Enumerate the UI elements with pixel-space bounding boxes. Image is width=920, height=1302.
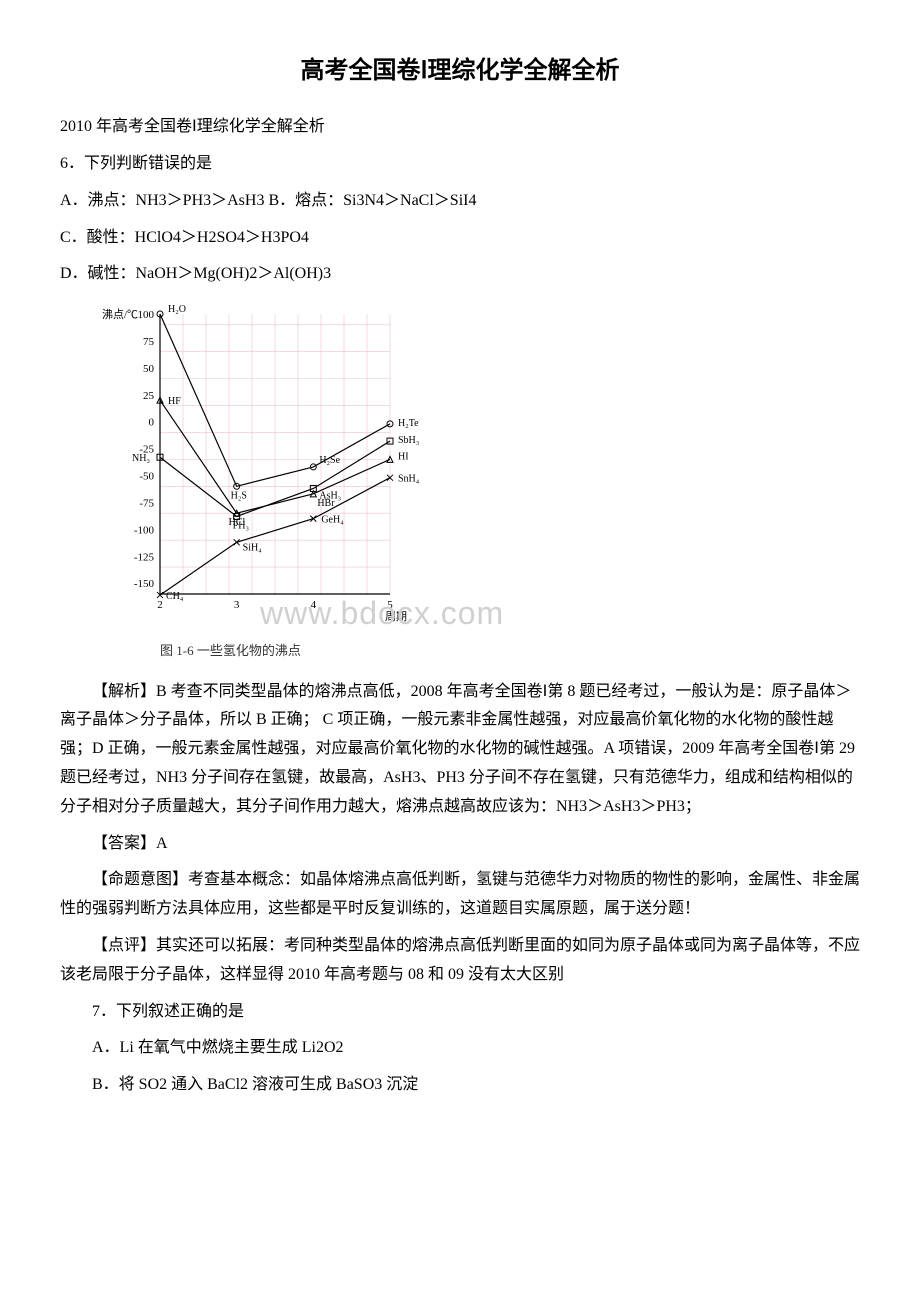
page-title: 高考全国卷Ⅰ理综化学全解全析 [60, 50, 860, 93]
subtitle: 2010 年高考全国卷Ⅰ理综化学全解全析 [60, 113, 860, 142]
svg-text:H₂Se: H₂Se [319, 455, 340, 466]
svg-text:AsH₃: AsH₃ [319, 491, 341, 502]
svg-text:-100: -100 [134, 525, 155, 537]
svg-text:GeH₄: GeH₄ [321, 515, 344, 526]
q6-stem: 6．下列判断错误的是 [60, 150, 860, 179]
svg-text:H₂S: H₂S [231, 490, 247, 501]
svg-text:75: 75 [143, 336, 155, 348]
q6-intent: 【命题意图】考查基本概念：如晶体熔沸点高低判断，氢键与范德华力对物质的物性的影响… [60, 866, 860, 924]
svg-text:H₂Te: H₂Te [398, 418, 419, 429]
svg-text:H₂O: H₂O [168, 304, 186, 315]
svg-text:2: 2 [157, 599, 163, 611]
svg-text:0: 0 [149, 417, 155, 429]
boiling-point-chart: 1007550250-25-50-75-100-125-150沸点/℃ 2345… [100, 304, 860, 662]
svg-text:-50: -50 [139, 471, 154, 483]
svg-text:5: 5 [387, 599, 393, 611]
svg-text:HF: HF [168, 396, 181, 407]
svg-text:NH₃: NH₃ [132, 453, 150, 464]
q7-opt-a: A．Li 在氧气中燃烧主要生成 Li2O2 [60, 1034, 860, 1063]
q6-opt-d: D．碱性：NaOH＞Mg(OH)2＞Al(OH)3 [60, 260, 860, 289]
svg-text:25: 25 [143, 390, 155, 402]
q7-stem: 7．下列叙述正确的是 [60, 998, 860, 1027]
svg-text:3: 3 [234, 599, 240, 611]
svg-text:SbH₃: SbH₃ [398, 435, 419, 446]
q6-opt-a: A．沸点：NH3＞PH3＞AsH3 B．熔点：Si3N4＞NaCl＞SiI4 [60, 187, 860, 216]
svg-text:周期: 周期 [385, 610, 407, 623]
q6-answer: 【答案】A [60, 830, 860, 859]
q6-comment: 【点评】其实还可以拓展：考同种类型晶体的熔沸点高低判断里面的如同为原子晶体或同为… [60, 932, 860, 990]
svg-text:CH₄: CH₄ [166, 591, 184, 602]
svg-text:沸点/℃: 沸点/℃ [102, 308, 138, 321]
svg-text:PH₃: PH₃ [233, 521, 249, 532]
chart-svg: 1007550250-25-50-75-100-125-150沸点/℃ 2345… [100, 304, 440, 634]
svg-text:4: 4 [311, 599, 317, 611]
svg-text:HI: HI [398, 452, 409, 463]
svg-text:SnH₄: SnH₄ [398, 474, 420, 485]
svg-text:SiH₄: SiH₄ [243, 542, 263, 553]
svg-text:-125: -125 [134, 551, 155, 563]
q6-opt-c: C．酸性：HClO4＞H2SO4＞H3PO4 [60, 224, 860, 253]
chart-caption: 图 1-6 一些氢化物的沸点 [160, 639, 860, 662]
svg-text:100: 100 [138, 309, 155, 321]
svg-text:50: 50 [143, 363, 155, 375]
svg-text:-75: -75 [139, 498, 154, 510]
q6-analysis: 【解析】B 考查不同类型晶体的熔沸点高低，2008 年高考全国卷Ⅰ第 8 题已经… [60, 678, 860, 822]
q7-opt-b: B．将 SO2 通入 BaCl2 溶液可生成 BaSO3 沉淀 [60, 1071, 860, 1100]
svg-text:-150: -150 [134, 578, 155, 590]
